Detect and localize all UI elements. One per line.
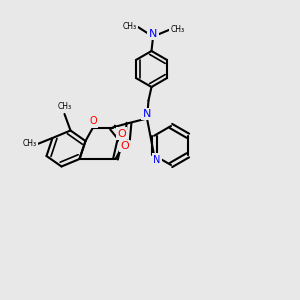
Text: CH₃: CH₃ — [170, 25, 185, 34]
Text: N: N — [153, 155, 161, 165]
Text: N: N — [149, 28, 157, 39]
Text: CH₃: CH₃ — [57, 102, 72, 111]
Text: O: O — [120, 141, 129, 151]
Text: N: N — [143, 109, 151, 119]
Text: O: O — [89, 116, 97, 127]
Text: O: O — [117, 128, 126, 139]
Text: CH₃: CH₃ — [23, 140, 37, 148]
Text: CH₃: CH₃ — [123, 22, 137, 31]
